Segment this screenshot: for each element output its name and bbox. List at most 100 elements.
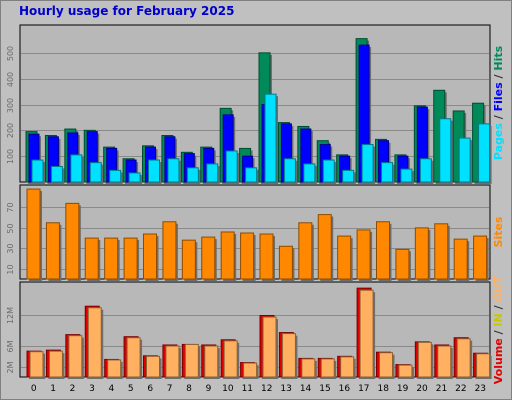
sites-bar — [181, 239, 196, 280]
x-tick-label: 7 — [167, 384, 173, 394]
out-bar — [165, 345, 180, 378]
pages-bar — [128, 172, 141, 183]
side-label-part: Pages — [492, 123, 505, 161]
x-tick-label: 13 — [280, 384, 291, 394]
sites-bar — [278, 245, 293, 280]
out-bar — [262, 316, 277, 378]
side-label-part: Files — [492, 82, 505, 112]
out-bar — [204, 345, 219, 378]
y-tick-label: 400 — [6, 72, 15, 87]
out-bar — [146, 355, 160, 378]
x-tick-label: 4 — [109, 384, 115, 394]
y-tick-label: 100 — [6, 149, 15, 164]
sites-bar — [26, 188, 41, 280]
pages-bar — [439, 118, 452, 183]
x-tick-label: 3 — [89, 384, 95, 394]
out-bar — [417, 341, 432, 378]
x-tick-label: 19 — [397, 384, 409, 394]
side-label-part: / — [492, 71, 505, 83]
pages-bar — [70, 154, 83, 183]
out-bar — [281, 333, 296, 378]
out-bar — [48, 350, 63, 378]
pages-bar — [206, 163, 219, 183]
sites-bar — [317, 214, 332, 280]
sites-bar — [65, 202, 80, 280]
pages-bar — [89, 162, 102, 183]
pages-bar — [264, 93, 277, 183]
sites-bar — [84, 237, 99, 280]
sites-bar — [201, 236, 216, 280]
pages-bar — [186, 167, 199, 183]
pages-bar — [31, 159, 44, 183]
out-bar — [29, 351, 44, 378]
sites-bar — [473, 235, 488, 280]
sites-bar — [220, 231, 235, 280]
sites-bar — [395, 248, 410, 280]
x-tick-label: 2 — [70, 384, 76, 394]
out-bar — [379, 352, 393, 378]
pages-bar — [361, 144, 374, 183]
side-label-0: Pages / Files / Hits — [492, 45, 505, 160]
out-bar — [359, 289, 374, 378]
x-tick-label: 18 — [377, 384, 389, 394]
sites-bar — [434, 223, 449, 280]
y-tick-label: 30 — [6, 243, 15, 253]
x-tick-label: 11 — [242, 384, 253, 394]
side-label-part: / — [492, 302, 505, 314]
x-tick-label: 21 — [436, 384, 447, 394]
sites-bar — [453, 238, 468, 280]
y-tick-label: 6M — [6, 340, 15, 352]
side-label-part: Hits — [492, 45, 505, 70]
out-bar — [456, 338, 471, 378]
out-bar — [301, 358, 316, 378]
out-bar — [340, 356, 355, 378]
sites-bar — [104, 237, 119, 280]
y-tick-label: 500 — [6, 46, 15, 61]
pages-bar — [322, 159, 335, 183]
y-tick-label: 300 — [6, 98, 15, 113]
x-tick-label: 16 — [339, 384, 351, 394]
x-tick-label: 5 — [128, 384, 134, 394]
side-label-2: Volume / IN / OUT — [492, 275, 505, 384]
sites-bar — [240, 232, 255, 280]
sites-bar — [337, 235, 352, 280]
out-bar — [320, 358, 335, 378]
out-bar — [437, 345, 452, 378]
pages-bar — [381, 162, 393, 183]
pages-bar — [283, 158, 296, 183]
side-label-part: / — [492, 327, 505, 339]
chart-title: Hourly usage for February 2025 — [19, 4, 235, 18]
x-tick-label: 15 — [319, 384, 330, 394]
x-tick-label: 8 — [186, 384, 192, 394]
y-tick-label: 70 — [6, 202, 15, 212]
out-bar — [223, 340, 238, 378]
x-tick-label: 9 — [206, 384, 212, 394]
sites-bar — [123, 237, 138, 280]
out-bar — [476, 353, 491, 378]
sites-bar — [298, 222, 313, 280]
out-bar — [398, 364, 413, 378]
side-label-part: / — [492, 111, 505, 123]
pages-bar — [245, 167, 258, 183]
pages-bar — [342, 169, 355, 183]
sites-bar — [356, 229, 371, 280]
out-bar — [184, 343, 199, 378]
sites-bar — [45, 222, 60, 280]
pages-bar — [419, 158, 432, 183]
y-tick-label: 12M — [6, 307, 15, 324]
pages-bar — [167, 158, 180, 183]
pages-bar — [400, 168, 413, 183]
x-tick-label: 22 — [455, 384, 466, 394]
side-label-part: OUT — [492, 275, 505, 301]
y-tick-label: 2M — [6, 361, 15, 373]
out-bar — [68, 335, 83, 378]
sites-bar — [414, 227, 429, 280]
x-tick-label: 17 — [358, 384, 369, 394]
side-label-part: Sites — [492, 216, 505, 247]
pages-bar — [458, 137, 471, 183]
side-label-part: Volume — [492, 338, 505, 384]
pages-bar — [303, 163, 316, 183]
pages-bar — [225, 150, 238, 183]
side-label-part: IN — [492, 313, 505, 326]
